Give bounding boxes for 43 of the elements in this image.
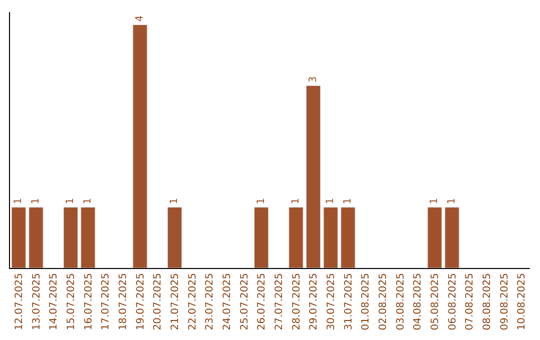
x-tick-label: 14.07.2025 xyxy=(48,273,60,330)
x-tick-label: 10.08.2025 xyxy=(516,273,528,330)
x-tick-label: 26.07.2025 xyxy=(256,273,268,330)
x-tick-label: 09.08.2025 xyxy=(499,273,510,330)
x-tick-label: 18.07.2025 xyxy=(118,273,129,330)
x-tick-label: 02.08.2025 xyxy=(378,273,389,330)
x-tick-label: 13.07.2025 xyxy=(31,273,42,330)
x-tick-label: 28.07.2025 xyxy=(291,273,302,330)
x-tick-label: 12.07.2025 xyxy=(14,273,25,330)
x-tick-label: 15.07.2025 xyxy=(66,273,77,330)
data-label: 1 xyxy=(325,198,336,204)
x-tick-label: 08.08.2025 xyxy=(482,273,493,330)
data-label: 1 xyxy=(429,198,440,204)
x-tick-label: 05.08.2025 xyxy=(430,273,441,330)
x-tick-label: 25.07.2025 xyxy=(239,273,250,330)
x-tick-label: 29.07.2025 xyxy=(308,273,320,330)
data-label: 4 xyxy=(134,15,146,22)
x-tick-label: 04.08.2025 xyxy=(412,273,424,330)
data-label: 1 xyxy=(82,198,94,204)
x-tick-label: 27.07.2025 xyxy=(274,273,285,330)
x-tick-label: 19.07.2025 xyxy=(135,273,146,330)
x-tick-label: 20.07.2025 xyxy=(152,273,164,330)
x-tick-label: 06.08.2025 xyxy=(447,273,458,330)
x-tick-label: 17.07.2025 xyxy=(100,273,112,330)
x-tick-label: 30.07.2025 xyxy=(326,273,337,330)
x-tick-label: 22.07.2025 xyxy=(187,273,198,330)
x-tick-label: 01.08.2025 xyxy=(360,273,372,330)
x-tick-label: 16.07.2025 xyxy=(83,273,94,330)
x-tick-label: 21.07.2025 xyxy=(170,273,181,330)
data-label: 1 xyxy=(446,198,458,204)
x-tick-label: 23.07.2025 xyxy=(204,273,216,330)
x-tick-label: 07.08.2025 xyxy=(464,273,476,330)
x-tick-label: 24.07.2025 xyxy=(222,273,233,330)
data-label: 1 xyxy=(169,198,180,204)
data-label: 1 xyxy=(256,198,267,204)
data-label: 1 xyxy=(290,198,302,204)
data-label: 1 xyxy=(30,198,42,204)
data-label: 3 xyxy=(308,76,319,83)
data-label: 1 xyxy=(65,198,76,204)
x-tick-label: 03.08.2025 xyxy=(395,273,406,330)
data-label: 1 xyxy=(342,198,354,204)
x-tick-label: 31.07.2025 xyxy=(343,273,354,330)
data-label: 1 xyxy=(13,198,24,204)
